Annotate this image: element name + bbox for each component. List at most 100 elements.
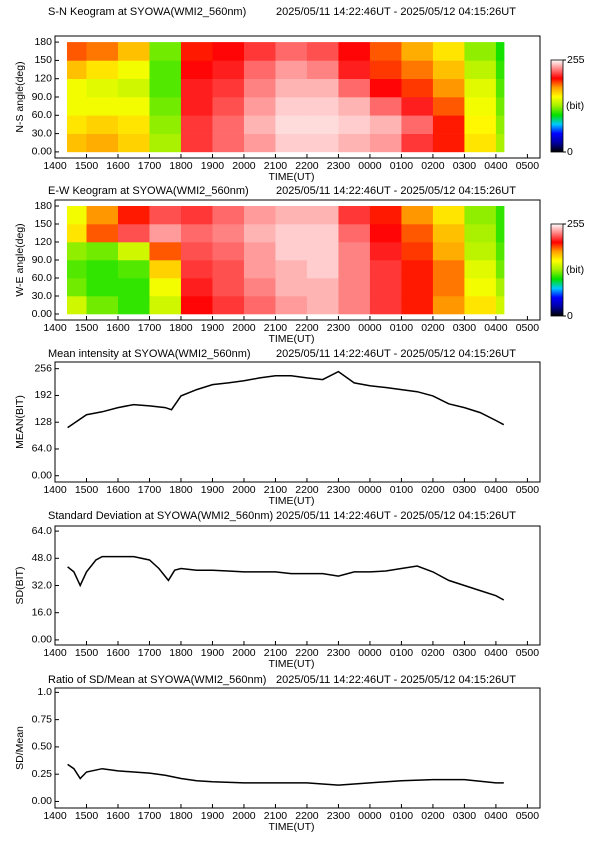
- heatmap-cell: [464, 42, 497, 61]
- y-axis-label: SD/Mean: [14, 726, 26, 770]
- heatmap-cell: [243, 97, 276, 116]
- x-tick-label: 1900: [201, 160, 225, 172]
- y-tick-label: 0.75: [32, 713, 53, 725]
- chart-title: Mean intensity at SYOWA(WMI2_560nm): [48, 348, 251, 360]
- heatmap-cell: [338, 242, 371, 261]
- heatmap-cell: [495, 296, 505, 315]
- x-tick-label: 2100: [264, 160, 288, 172]
- heatmap-cell: [212, 260, 245, 279]
- heatmap-cell: [149, 206, 182, 225]
- heatmap-cell: [432, 78, 465, 98]
- y-tick-label: 30.0: [32, 290, 53, 302]
- heatmap-cell: [66, 296, 87, 315]
- heatmap-cell: [401, 133, 434, 153]
- x-tick-label: 0400: [484, 322, 508, 334]
- heatmap-cell: [306, 296, 339, 315]
- x-tick-label: 1800: [169, 484, 193, 496]
- heatmap-cell: [432, 115, 465, 134]
- heatmap-cell: [369, 78, 402, 98]
- heatmap-cell: [275, 224, 308, 243]
- x-axis-label: TIME(UT): [268, 821, 314, 833]
- x-tick-label: 0000: [358, 322, 382, 334]
- y-tick-label: 60.0: [32, 109, 53, 121]
- heatmap-cell: [117, 296, 150, 315]
- heatmap-cell: [180, 133, 213, 153]
- x-axis-label: TIME(UT): [268, 658, 314, 670]
- x-tick-label: 1400: [43, 647, 67, 659]
- heatmap-cell: [149, 224, 182, 243]
- y-axis-label: N-S angle(deg): [14, 61, 26, 132]
- y-tick-label: 120: [34, 72, 52, 84]
- x-axis-label: TIME(UT): [268, 495, 314, 507]
- y-tick-label: 150: [34, 54, 52, 66]
- heatmap-cell: [338, 133, 371, 153]
- heatmap-cell: [117, 78, 150, 98]
- heatmap-cell: [275, 296, 308, 315]
- heatmap-cell: [432, 97, 465, 116]
- heatmap-cell: [369, 133, 402, 153]
- y-tick-label: 128: [34, 416, 52, 428]
- heatmap-cell: [86, 206, 119, 225]
- chart-subtitle: 2025/05/11 14:22:46UT - 2025/05/12 04:15…: [276, 348, 516, 360]
- y-tick-label: 120: [34, 236, 52, 248]
- heatmap-cell: [243, 206, 276, 225]
- heatmap-cell: [66, 242, 87, 261]
- heatmap-cell: [401, 296, 434, 315]
- y-tick-label: 0.25: [32, 768, 53, 780]
- heatmap-cell: [117, 278, 150, 297]
- x-tick-label: 1800: [169, 160, 193, 172]
- heatmap-cell: [338, 260, 371, 279]
- heatmap-cell: [401, 242, 434, 261]
- x-tick-label: 0500: [516, 160, 540, 172]
- chart-title: Standard Deviation at SYOWA(WMI2_560nm): [48, 510, 273, 522]
- heatmap-cell: [66, 115, 87, 134]
- y-tick-label: 48.0: [32, 552, 53, 564]
- heatmap-cell: [243, 60, 276, 79]
- heatmap-cell: [464, 278, 497, 297]
- heatmap-cell: [180, 206, 213, 225]
- x-tick-label: 1600: [106, 810, 130, 822]
- heatmap-cell: [495, 224, 505, 243]
- heatmap-cell: [66, 278, 87, 297]
- heatmap-cell: [66, 224, 87, 243]
- x-tick-label: 1700: [138, 810, 162, 822]
- x-tick-label: 2100: [264, 810, 288, 822]
- x-tick-label: 0500: [516, 647, 540, 659]
- x-tick-label: 2200: [295, 160, 319, 172]
- x-tick-label: 1700: [138, 322, 162, 334]
- heatmap-cell: [369, 115, 402, 134]
- x-tick-label: 2300: [327, 322, 351, 334]
- x-tick-label: 2300: [327, 160, 351, 172]
- x-tick-label: 1400: [43, 484, 67, 496]
- heatmap-cell: [149, 242, 182, 261]
- heatmap-cell: [464, 133, 497, 153]
- heatmap-cell: [275, 260, 308, 279]
- x-tick-label: 1900: [201, 322, 225, 334]
- heatmap-cell: [306, 224, 339, 243]
- y-tick-label: 192: [34, 389, 52, 401]
- line-series: [67, 370, 505, 429]
- y-tick-label: 0.00: [32, 146, 53, 158]
- heatmap-cell: [117, 260, 150, 279]
- heatmap-cell: [243, 78, 276, 98]
- heatmap-cell: [338, 115, 371, 134]
- heatmap-cell: [464, 115, 497, 134]
- heatmap-cell: [369, 224, 402, 243]
- heatmap-cell: [275, 133, 308, 153]
- heatmap-cell: [338, 97, 371, 116]
- heatmap-cell: [338, 206, 371, 225]
- heatmap-cell: [275, 242, 308, 261]
- heatmap-cell: [306, 206, 339, 225]
- x-tick-label: 1400: [43, 160, 67, 172]
- heatmap-cell: [495, 115, 505, 134]
- y-tick-label: 64.0: [32, 443, 53, 455]
- y-tick-label: 0.00: [32, 470, 53, 482]
- x-tick-label: 2000: [232, 810, 256, 822]
- y-tick-label: 150: [34, 218, 52, 230]
- x-tick-label: 0000: [358, 810, 382, 822]
- heatmap-cell: [369, 278, 402, 297]
- heatmap-cell: [306, 78, 339, 98]
- x-tick-label: 2100: [264, 322, 288, 334]
- x-tick-label: 2300: [327, 647, 351, 659]
- heatmap-cell: [275, 97, 308, 116]
